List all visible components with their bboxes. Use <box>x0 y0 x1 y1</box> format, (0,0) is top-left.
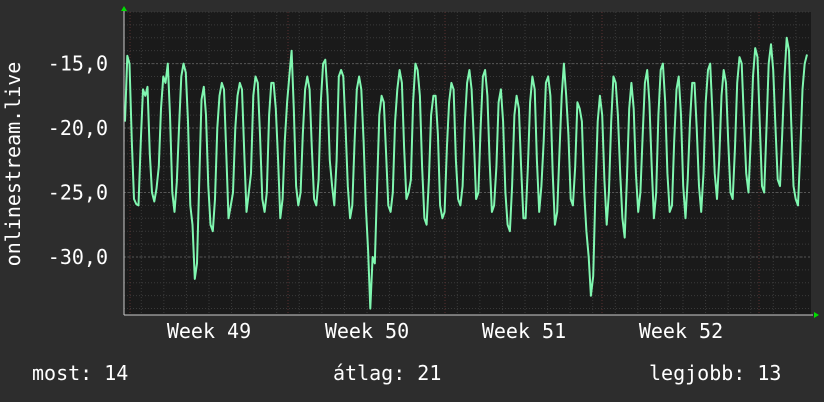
average-value-label: átlag: 21 <box>333 361 442 385</box>
x-tick-label: Week 52 <box>639 319 723 343</box>
series-line <box>124 36 808 310</box>
x-axis-ticks: Week 49 Week 50 Week 51 Week 52 <box>167 319 723 343</box>
best-value-label: legjobb: 13 <box>649 361 782 385</box>
current-value-label: most: 14 <box>32 361 129 385</box>
x-tick-label: Week 50 <box>325 319 409 343</box>
y-tick-label: -25,0 <box>48 181 108 205</box>
x-tick-label: Week 51 <box>482 319 566 343</box>
x-axis-arrow-icon <box>814 312 819 318</box>
y-axis-arrow-icon <box>121 6 127 11</box>
axes <box>121 6 819 318</box>
plot-area <box>124 12 811 315</box>
y-tick-label: -15,0 <box>48 52 108 76</box>
y-tick-label: -30,0 <box>48 245 108 269</box>
y-axis-label: onlinestream.live <box>1 62 25 267</box>
x-tick-label: Week 49 <box>167 319 251 343</box>
line-chart: -15,0-20,0-25,0-30,0 Week 49 Week 50 Week … <box>1 6 819 343</box>
y-tick-label: -20,0 <box>48 116 108 140</box>
grid <box>124 11 811 315</box>
